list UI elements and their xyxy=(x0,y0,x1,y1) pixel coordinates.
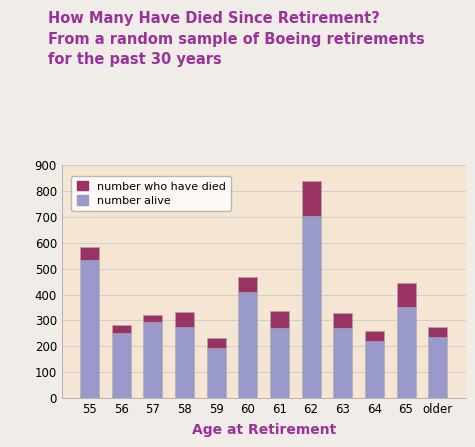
Text: How Many Have Died Since Retirement?
From a random sample of Boeing retirements
: How Many Have Died Since Retirement? Fro… xyxy=(48,11,424,67)
Bar xyxy=(238,292,257,398)
Bar xyxy=(365,331,384,341)
Bar xyxy=(428,337,447,398)
Bar xyxy=(112,325,131,333)
X-axis label: Age at Retirement: Age at Retirement xyxy=(191,422,336,437)
Bar xyxy=(302,181,321,216)
Bar xyxy=(333,313,352,328)
Bar xyxy=(207,348,226,398)
Bar xyxy=(397,283,416,307)
Bar xyxy=(80,260,99,398)
Bar xyxy=(80,247,99,260)
Legend: number who have died, number alive: number who have died, number alive xyxy=(71,176,231,211)
Bar xyxy=(270,311,289,328)
Bar xyxy=(207,338,226,348)
Bar xyxy=(365,341,384,398)
Bar xyxy=(333,328,352,398)
Bar xyxy=(175,312,194,327)
Bar xyxy=(397,307,416,398)
Bar xyxy=(428,327,447,337)
Bar xyxy=(238,277,257,292)
Bar xyxy=(112,333,131,398)
Bar xyxy=(175,327,194,398)
Bar xyxy=(270,328,289,398)
Bar xyxy=(143,322,162,398)
Bar xyxy=(143,315,162,322)
Bar xyxy=(302,216,321,398)
